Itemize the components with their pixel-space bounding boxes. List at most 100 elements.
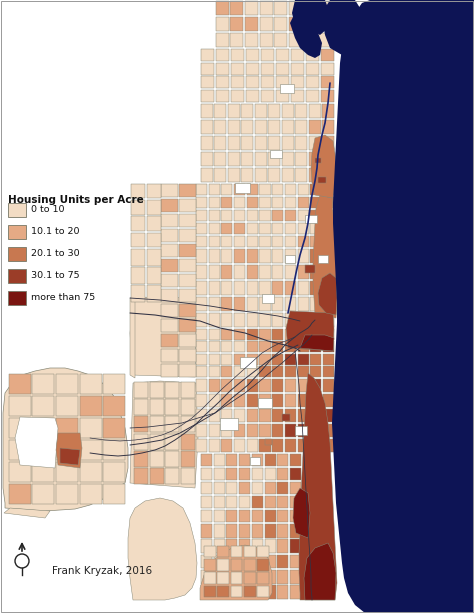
Polygon shape [323, 367, 334, 377]
Polygon shape [257, 585, 269, 597]
Polygon shape [323, 379, 334, 392]
Polygon shape [298, 223, 309, 234]
Polygon shape [323, 249, 334, 263]
Polygon shape [230, 559, 242, 571]
Polygon shape [246, 249, 258, 263]
Polygon shape [272, 281, 283, 295]
Polygon shape [311, 135, 336, 198]
Polygon shape [234, 439, 245, 452]
Polygon shape [298, 313, 309, 327]
Polygon shape [209, 297, 219, 311]
Polygon shape [259, 281, 271, 295]
Polygon shape [246, 197, 258, 208]
Polygon shape [257, 559, 269, 571]
Polygon shape [299, 373, 337, 600]
Text: 10.1 to 20: 10.1 to 20 [31, 227, 80, 237]
Polygon shape [201, 152, 213, 166]
Polygon shape [234, 265, 245, 279]
Polygon shape [179, 364, 196, 377]
Polygon shape [130, 298, 135, 378]
Polygon shape [234, 367, 245, 377]
Polygon shape [264, 454, 276, 466]
Polygon shape [277, 539, 289, 553]
Polygon shape [277, 496, 289, 508]
Polygon shape [285, 409, 296, 422]
Polygon shape [318, 33, 331, 47]
Polygon shape [221, 394, 232, 407]
Polygon shape [306, 76, 319, 88]
Polygon shape [277, 468, 289, 480]
Polygon shape [272, 197, 283, 208]
Polygon shape [9, 418, 31, 438]
Polygon shape [56, 374, 78, 394]
Polygon shape [217, 573, 229, 584]
Polygon shape [228, 136, 240, 150]
Polygon shape [226, 585, 237, 599]
Polygon shape [295, 120, 307, 134]
Polygon shape [246, 424, 258, 437]
Polygon shape [209, 379, 219, 392]
Polygon shape [147, 216, 161, 231]
Polygon shape [214, 585, 225, 599]
Polygon shape [196, 341, 207, 352]
Polygon shape [310, 210, 321, 221]
Polygon shape [130, 297, 196, 377]
Bar [8, 203, 26, 217]
Polygon shape [323, 210, 334, 221]
Polygon shape [260, 33, 273, 47]
Polygon shape [246, 313, 258, 327]
Polygon shape [9, 484, 31, 504]
Polygon shape [321, 63, 334, 75]
Polygon shape [272, 184, 283, 195]
Polygon shape [196, 354, 207, 365]
Polygon shape [214, 136, 226, 150]
Polygon shape [226, 510, 237, 522]
Polygon shape [310, 394, 321, 407]
Polygon shape [268, 120, 280, 134]
Polygon shape [221, 329, 232, 340]
Polygon shape [245, 17, 258, 31]
Polygon shape [201, 76, 214, 88]
Polygon shape [161, 184, 178, 197]
Polygon shape [285, 249, 296, 263]
Polygon shape [282, 120, 294, 134]
Polygon shape [259, 197, 271, 208]
Polygon shape [217, 546, 229, 557]
Polygon shape [259, 297, 271, 311]
Polygon shape [285, 439, 296, 452]
Polygon shape [264, 539, 276, 553]
Polygon shape [255, 104, 267, 118]
Polygon shape [285, 281, 296, 295]
Polygon shape [134, 382, 148, 398]
Polygon shape [252, 468, 263, 480]
Polygon shape [9, 462, 31, 482]
Polygon shape [285, 394, 296, 407]
Polygon shape [234, 329, 245, 340]
Polygon shape [165, 382, 180, 398]
Polygon shape [246, 210, 258, 221]
Polygon shape [298, 329, 309, 340]
Polygon shape [323, 409, 334, 422]
Polygon shape [285, 313, 296, 327]
Polygon shape [277, 482, 289, 494]
Polygon shape [161, 214, 178, 227]
Polygon shape [262, 294, 274, 303]
Polygon shape [134, 451, 148, 467]
Polygon shape [305, 215, 317, 223]
Polygon shape [252, 585, 263, 599]
Polygon shape [323, 223, 334, 234]
Polygon shape [201, 555, 212, 568]
Polygon shape [214, 120, 226, 134]
Polygon shape [246, 49, 259, 61]
Polygon shape [230, 585, 242, 597]
Polygon shape [323, 313, 334, 327]
Polygon shape [241, 136, 253, 150]
Polygon shape [293, 488, 310, 538]
Polygon shape [276, 90, 289, 102]
Polygon shape [32, 396, 55, 416]
Polygon shape [103, 484, 125, 504]
Polygon shape [286, 311, 334, 351]
Polygon shape [201, 49, 214, 61]
Polygon shape [165, 416, 180, 432]
Polygon shape [3, 368, 128, 511]
